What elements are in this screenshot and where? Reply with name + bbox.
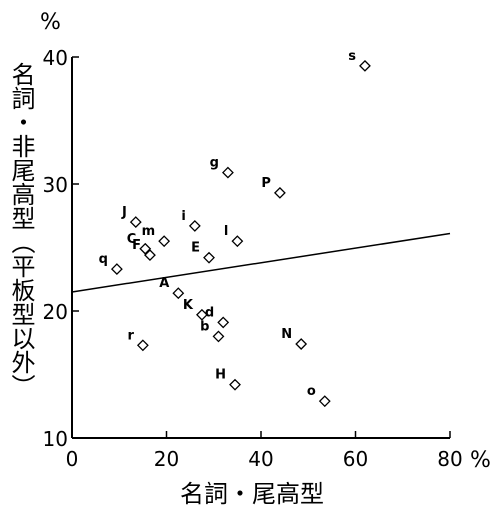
point-label-b: b bbox=[200, 319, 209, 334]
point-marker-P bbox=[273, 186, 286, 199]
y-unit: % bbox=[40, 10, 61, 35]
point-marker-l bbox=[231, 235, 244, 248]
point-label-i: i bbox=[181, 209, 185, 224]
trend-line bbox=[71, 232, 451, 293]
point-marker-s bbox=[359, 59, 371, 72]
point-marker-E bbox=[203, 251, 215, 264]
point-marker-K bbox=[196, 308, 208, 321]
point-marker-o bbox=[318, 395, 331, 408]
point-marker-m bbox=[158, 235, 171, 248]
point-marker-J bbox=[129, 216, 142, 229]
x-tick-label: 80 bbox=[437, 447, 462, 471]
point-marker-H bbox=[229, 378, 241, 391]
axes bbox=[71, 56, 451, 439]
point-marker-i bbox=[188, 219, 201, 232]
point-label-P: P bbox=[261, 176, 271, 191]
tick-labels: 0 20 40 60 80 10 20 30 40 bbox=[43, 46, 463, 471]
point-label-d: d bbox=[205, 305, 214, 320]
point-marker-q bbox=[110, 263, 123, 276]
point-label-g: g bbox=[210, 156, 219, 171]
point-marker-g bbox=[222, 166, 234, 179]
point-label-J: J bbox=[121, 205, 127, 220]
x-axis-label: 名詞・尾高型 bbox=[180, 480, 324, 508]
x-tick-label: 20 bbox=[154, 447, 179, 471]
point-label-r: r bbox=[127, 328, 134, 343]
point-marker-b bbox=[212, 330, 225, 343]
y-tick-label: 10 bbox=[43, 427, 68, 451]
point-label-m: m bbox=[142, 224, 156, 239]
x-tick-label: 0 bbox=[66, 447, 79, 471]
point-label-A: A bbox=[159, 276, 169, 291]
point-label-q: q bbox=[99, 252, 108, 267]
x-unit: % bbox=[470, 448, 491, 473]
point-label-o: o bbox=[307, 384, 316, 399]
point-label-F: F bbox=[132, 238, 141, 253]
point-marker-d bbox=[217, 316, 230, 329]
y-tick-label: 40 bbox=[43, 46, 68, 70]
point-label-l: l bbox=[224, 224, 228, 239]
point-label-K: K bbox=[183, 298, 194, 313]
point-marker-N bbox=[295, 338, 308, 350]
point-marker-A bbox=[172, 287, 185, 300]
y-axis-label: 名詞・非尾高型（平板型以外） bbox=[7, 62, 35, 398]
y-tick-label: 30 bbox=[43, 173, 68, 197]
point-marker-F bbox=[144, 249, 156, 262]
point-label-s: s bbox=[348, 49, 356, 64]
point-marker-C bbox=[139, 242, 152, 255]
point-marker-r bbox=[136, 339, 149, 352]
point-label-H: H bbox=[215, 368, 226, 383]
point-label-N: N bbox=[281, 327, 292, 342]
x-tick-label: 40 bbox=[248, 447, 273, 471]
point-label-C: C bbox=[127, 232, 137, 247]
x-tick-label: 60 bbox=[343, 447, 368, 471]
y-tick-label: 20 bbox=[43, 300, 68, 324]
point-label-E: E bbox=[191, 241, 200, 256]
trend-line-group bbox=[71, 232, 451, 293]
